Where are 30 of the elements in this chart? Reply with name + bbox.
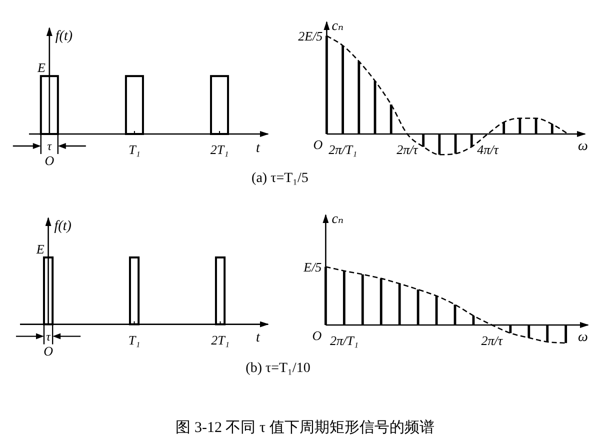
x-tick-label: 4π/τ (477, 142, 500, 157)
text: E (35, 241, 44, 256)
text: 2E/5 (298, 28, 324, 44)
text: E (36, 60, 46, 76)
text: (b) τ=T₁/10 (246, 361, 310, 376)
x-axis-title: ω (578, 330, 588, 345)
x-tick-label: 2π/T₁ (330, 333, 358, 348)
x-tick-label: 2π/τ (396, 142, 420, 157)
text: O (44, 343, 54, 358)
x-axis-title: t (256, 141, 262, 156)
x-tick-label: 2T₁ (210, 142, 229, 157)
x-tick-label: T₁ (128, 332, 140, 348)
x-tick-label: 2π/τ (481, 333, 504, 348)
y-axis-title: cₙ (332, 19, 344, 34)
x-tick-label: 2T₁ (211, 332, 230, 348)
text: τ (46, 329, 52, 344)
x-tick-label: 2π/T₁ (328, 142, 357, 157)
text: E/5 (302, 259, 322, 274)
caption: 图 3-12 不同 τ 值下周期矩形信号的频谱 (176, 419, 434, 436)
x-tick-label: T₁ (128, 142, 140, 157)
x-axis-title: t (256, 330, 262, 346)
text: (a) τ=T₁/5 (252, 171, 308, 186)
text: O (44, 153, 55, 168)
y-axis-title: f(t) (54, 219, 72, 234)
text: O (312, 328, 322, 343)
x-axis-title: ω (578, 139, 588, 154)
text: τ (47, 139, 52, 153)
y-axis-title: cₙ (332, 212, 344, 227)
y-axis-title: f(t) (55, 29, 73, 44)
text: O (313, 137, 324, 152)
